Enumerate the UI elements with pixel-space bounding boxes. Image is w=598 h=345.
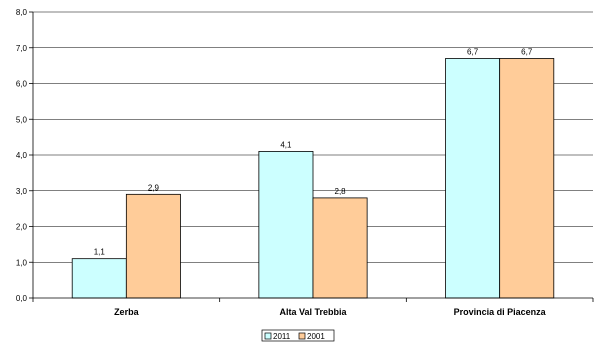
bar-2011 (71, 258, 127, 299)
legend-swatch-2011 (264, 332, 272, 340)
y-tick-label: 5,0 (16, 115, 28, 124)
y-tick-label: 0,0 (16, 294, 28, 303)
data-labels: 1,1 2,9 4,1 2,8 6,7 6,7 (94, 47, 533, 256)
y-tick-label: 1,0 (16, 258, 28, 267)
y-tick-label: 3,0 (16, 187, 28, 196)
y-tick-label: 8,0 (16, 8, 28, 17)
category-label: Alta Val Trebbia (279, 307, 347, 317)
bar-2011 (258, 151, 314, 299)
data-label: 1,1 (94, 248, 106, 257)
bar-2011 (445, 58, 501, 299)
y-tick-label: 2,0 (16, 223, 28, 232)
data-label: 2,8 (335, 187, 347, 196)
y-tick-label: 6,0 (16, 80, 28, 89)
legend-label: 2011 (273, 332, 291, 341)
data-label: 4,1 (280, 140, 292, 149)
category-label: Provincia di Piacenza (454, 307, 547, 317)
data-label: 6,7 (521, 47, 533, 56)
category-label: Zerba (114, 307, 140, 317)
legend-box (261, 329, 335, 342)
data-label: 6,7 (467, 47, 479, 56)
legend-swatch-2001 (298, 332, 306, 340)
data-label: 2,9 (148, 183, 160, 192)
bars (71, 58, 555, 299)
y-axis: 0,0 1,0 2,0 3,0 4,0 5,0 6,0 7,0 8,0 (16, 8, 34, 303)
y-tick-label: 4,0 (16, 151, 28, 160)
legend: 2011 2001 (261, 329, 335, 342)
bar-2001 (499, 58, 555, 299)
bar-2001 (125, 193, 181, 299)
legend-label: 2001 (307, 332, 325, 341)
y-tick-label: 7,0 (16, 44, 28, 53)
x-axis: Zerba Alta Val Trebbia Provincia di Piacen… (32, 297, 594, 317)
bar-2001 (312, 197, 368, 299)
